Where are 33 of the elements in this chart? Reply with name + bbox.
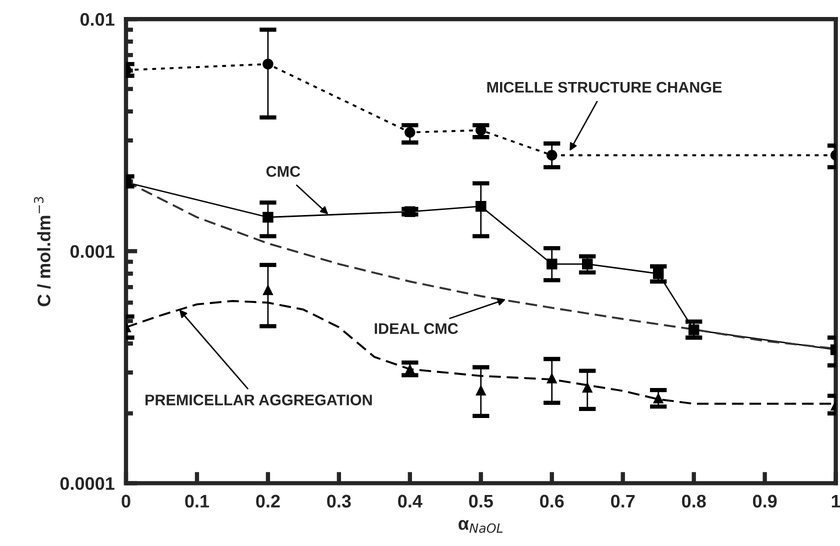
y-tick-label: 0.01 <box>80 13 114 26</box>
point <box>476 384 486 396</box>
annotation: MICELLE STRUCTURE CHANGE <box>487 82 722 93</box>
point <box>546 258 558 270</box>
x-tick-label: 0.5 <box>469 494 493 508</box>
x-tick-label: 0.7 <box>611 494 635 508</box>
point <box>582 258 593 270</box>
y-tick-label: 0.001 <box>70 245 114 258</box>
point <box>652 268 664 280</box>
point <box>688 324 700 336</box>
x-tick-label: 0.8 <box>682 494 706 508</box>
point <box>404 364 416 375</box>
point <box>582 382 593 393</box>
annotation: PREMICELLAR AGGREGATION <box>146 394 372 406</box>
x-axis-title: α$_{NaOL}$ <box>458 520 503 533</box>
y-axis-title: C / mol.dm$^{−3}$ <box>34 196 51 306</box>
point <box>476 200 486 212</box>
point <box>404 206 416 218</box>
x-tick-label: 0.3 <box>327 494 351 508</box>
x-tick-label: 0.2 <box>256 494 280 508</box>
x-tick-label: 0.9 <box>752 494 777 508</box>
x-tick-label: 0.4 <box>398 494 422 508</box>
x-tick-label: 0 <box>122 494 130 508</box>
point <box>404 127 416 138</box>
point <box>652 392 664 404</box>
point <box>546 372 558 384</box>
annotation: IDEAL CMC <box>374 323 458 334</box>
x-tick-label: 0.1 <box>185 494 210 508</box>
annotation: CMC <box>266 166 300 177</box>
point <box>546 150 558 161</box>
x-tick-label: 0.6 <box>540 494 564 508</box>
y-tick-label: 0.0001 <box>60 477 114 490</box>
x-tick-label: 1 <box>832 494 840 508</box>
